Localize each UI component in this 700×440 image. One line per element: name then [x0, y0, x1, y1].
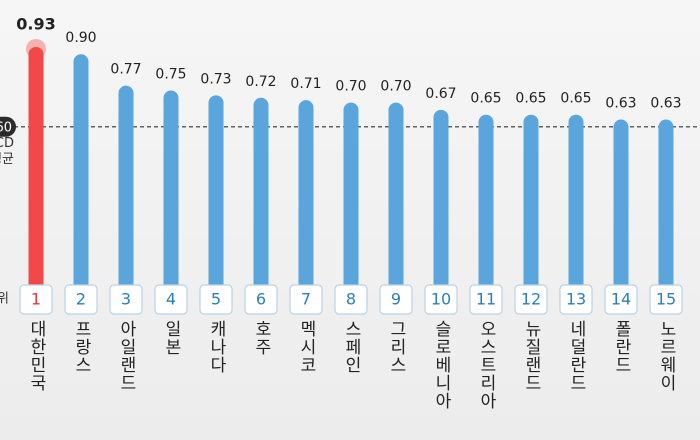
reference-pill [0, 116, 16, 137]
value-label: 0.90 [65, 30, 96, 46]
rank-number: 6 [256, 290, 266, 309]
value-label: 0.93 [16, 14, 55, 33]
rank-box [559, 284, 593, 315]
rank-number: 12 [521, 290, 541, 309]
category-label: 아일랜드 [116, 320, 136, 392]
bar [118, 85, 134, 292]
rank-number: 9 [391, 290, 401, 309]
rank-number: 5 [211, 290, 221, 309]
category-label: 오스트리아 [476, 320, 496, 410]
value-label: 0.67 [425, 86, 456, 102]
value-label: 0.70 [380, 79, 411, 95]
bar [73, 54, 89, 293]
category-label: 일본 [161, 320, 181, 356]
category-label: 노르웨이 [656, 320, 676, 392]
reference-name: OECD 평균 [0, 136, 14, 167]
rank-number: 7 [301, 290, 311, 309]
bar [433, 109, 449, 292]
rank-number: 8 [346, 290, 356, 309]
rank-box [109, 284, 143, 315]
category-label: 프랑스 [71, 320, 91, 374]
rank-number: 11 [476, 290, 496, 309]
bar [658, 119, 674, 292]
category-label: 캐나다 [206, 320, 226, 374]
rank-box [649, 284, 683, 315]
category-label: 뉴질랜드 [521, 320, 541, 392]
rank-box [64, 284, 98, 315]
value-label: 0.65 [515, 91, 546, 107]
rank-number: 1 [31, 290, 41, 309]
value-label: 0.63 [605, 96, 636, 112]
rank-box [424, 284, 458, 315]
reference-label: 0.60 [0, 120, 12, 135]
category-label: 그리스 [386, 320, 406, 374]
value-label: 0.70 [335, 79, 366, 95]
bar [568, 114, 584, 292]
category-label: 네덜란드 [566, 320, 586, 392]
value-label: 0.65 [560, 91, 591, 107]
category-label: 호주 [251, 320, 271, 356]
category-label: 대한민국 [26, 320, 46, 392]
rank-box [154, 284, 188, 315]
category-label: 슬로베니아 [431, 320, 451, 410]
bar [253, 97, 269, 292]
rank-box [469, 284, 503, 315]
rank-number: 4 [166, 290, 176, 309]
bar [613, 119, 629, 292]
bar [478, 114, 494, 292]
value-label: 0.75 [155, 67, 186, 83]
value-label: 0.65 [470, 91, 501, 107]
category-label: 폴란드 [611, 320, 631, 374]
rank-box [19, 284, 53, 315]
value-label: 0.72 [245, 74, 276, 90]
value-label: 0.73 [200, 71, 231, 87]
value-label: 0.77 [110, 62, 141, 78]
bar [343, 102, 359, 292]
bar [298, 100, 314, 293]
bar [208, 95, 224, 292]
rank-number: 15 [656, 290, 676, 309]
rank-box [244, 284, 278, 315]
category-label: 스페인 [341, 320, 361, 374]
category-label: 멕시코 [296, 320, 316, 374]
rank-number: 2 [76, 290, 86, 309]
rank-box [334, 284, 368, 315]
rank-number: 14 [611, 290, 631, 309]
bar [163, 90, 179, 292]
rank-box [289, 284, 323, 315]
rank-box [379, 284, 413, 315]
rank-number: 10 [431, 290, 451, 309]
value-label: 0.71 [290, 76, 321, 92]
rank-box [514, 284, 548, 315]
rank-number: 3 [121, 290, 131, 309]
bar [523, 114, 539, 292]
rank-number: 13 [566, 290, 586, 309]
rank-box [604, 284, 638, 315]
rank-box [199, 284, 233, 315]
bar [28, 46, 44, 292]
rank-label: 순위 [0, 292, 9, 307]
bar [388, 102, 404, 292]
value-label: 0.63 [650, 96, 681, 112]
